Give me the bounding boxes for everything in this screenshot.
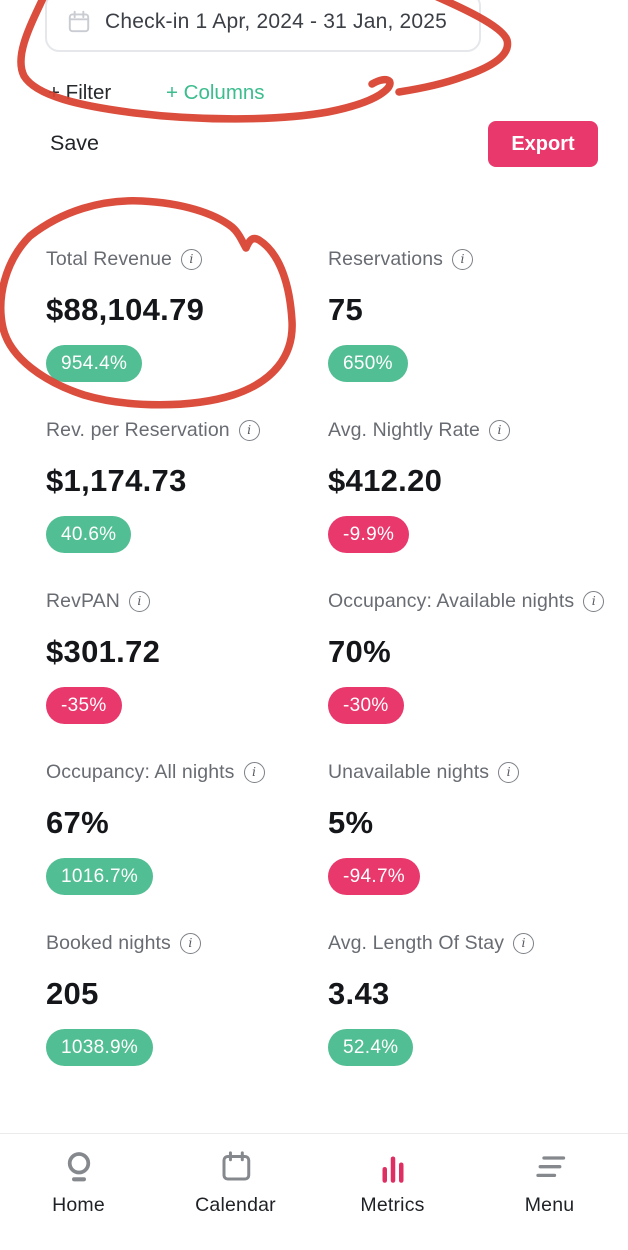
metric-card-revpan: RevPAN i $301.72 -35% [46, 590, 328, 761]
change-badge: 650% [328, 345, 408, 382]
metric-label: Avg. Nightly Rate [328, 419, 480, 441]
nav-label: Menu [524, 1194, 575, 1216]
info-icon[interactable]: i [179, 933, 201, 954]
change-badge: 954.4% [46, 345, 143, 382]
metric-label: Occupancy: Available nights [328, 590, 575, 612]
metric-value: 70% [328, 634, 391, 669]
metric-value: $1,174.73 [46, 463, 187, 498]
change-badge: 1038.9% [46, 1029, 154, 1066]
metric-label: Occupancy: All nights [46, 761, 235, 783]
metric-card-avg-length-of-stay: Avg. Length Of Stay i 3.43 52.4% [328, 932, 604, 1103]
metric-card-total-revenue: Total Revenue i $88,104.79 954.4% [46, 248, 328, 419]
metric-card-occupancy-available-nights: Occupancy: Available nights i 70% -30% [328, 590, 605, 761]
metric-label: Total Revenue [46, 248, 172, 270]
menu-icon [532, 1149, 568, 1185]
nav-label: Calendar [195, 1194, 276, 1216]
metric-card-booked-nights: Booked nights i 205 1038.9% [46, 932, 328, 1103]
metric-label: Reservations [328, 248, 444, 270]
change-badge: 1016.7% [46, 858, 154, 895]
date-range-value: Check-in 1 Apr, 2024 - 31 Jan, 2025 [105, 10, 448, 33]
metric-value: 67% [46, 805, 109, 840]
info-icon[interactable]: i [243, 762, 265, 783]
metric-card-reservations: Reservations i 75 650% [328, 248, 604, 419]
calendar-icon [66, 9, 92, 35]
nav-item-calendar[interactable]: Calendar [157, 1134, 314, 1250]
change-badge: -35% [46, 687, 122, 724]
info-icon[interactable]: i [498, 762, 520, 783]
metric-label: Unavailable nights [328, 761, 490, 783]
info-icon[interactable]: i [180, 249, 202, 270]
info-icon[interactable]: i [238, 420, 260, 441]
date-range-field[interactable]: Check-in 1 Apr, 2024 - 31 Jan, 2025 [45, 0, 481, 52]
nav-item-metrics[interactable]: Metrics [314, 1134, 471, 1250]
add-filter-button[interactable]: + Filter [48, 81, 112, 104]
bottom-nav: Home Calendar Metrics [0, 1133, 628, 1250]
info-icon[interactable]: i [513, 933, 535, 954]
metrics-grid: Total Revenue i $88,104.79 954.4% Reserv… [46, 248, 605, 1103]
add-columns-button[interactable]: + Columns [166, 81, 265, 104]
home-icon [61, 1149, 97, 1185]
export-button[interactable]: Export [488, 121, 598, 167]
calendar-icon [218, 1149, 254, 1185]
metric-value: 5% [328, 805, 374, 840]
metric-card-avg-nightly-rate: Avg. Nightly Rate i $412.20 -9.9% [328, 419, 604, 590]
change-badge: -9.9% [328, 516, 410, 553]
change-badge: 40.6% [46, 516, 132, 553]
metric-label: RevPAN [46, 590, 120, 612]
nav-item-menu[interactable]: Menu [471, 1134, 628, 1250]
metric-label: Rev. per Reservation [46, 419, 230, 441]
info-icon[interactable]: i [489, 420, 510, 441]
metric-card-occupancy-all-nights: Occupancy: All nights i 67% 1016.7% [46, 761, 328, 932]
metric-card-rev-per-reservation: Rev. per Reservation i $1,174.73 40.6% [46, 419, 328, 590]
metric-value: $301.72 [46, 634, 161, 669]
change-badge: -94.7% [328, 858, 421, 895]
info-icon[interactable]: i [452, 249, 474, 270]
info-icon[interactable]: i [128, 591, 150, 612]
metric-value: $88,104.79 [46, 292, 205, 327]
metric-value: 3.43 [328, 976, 390, 1011]
metric-value: 75 [328, 292, 364, 327]
nav-label: Home [52, 1194, 105, 1216]
metric-value: 205 [46, 976, 99, 1011]
metric-value: $412.20 [328, 463, 443, 498]
metric-label: Booked nights [46, 932, 171, 954]
metric-card-unavailable-nights: Unavailable nights i 5% -94.7% [328, 761, 604, 932]
change-badge: -30% [328, 687, 404, 724]
nav-item-home[interactable]: Home [0, 1134, 157, 1250]
metrics-icon [375, 1149, 411, 1185]
change-badge: 52.4% [328, 1029, 414, 1066]
nav-label: Metrics [360, 1194, 425, 1216]
save-button[interactable]: Save [50, 131, 100, 155]
info-icon[interactable]: i [583, 591, 605, 612]
metric-label: Avg. Length Of Stay [328, 932, 505, 954]
